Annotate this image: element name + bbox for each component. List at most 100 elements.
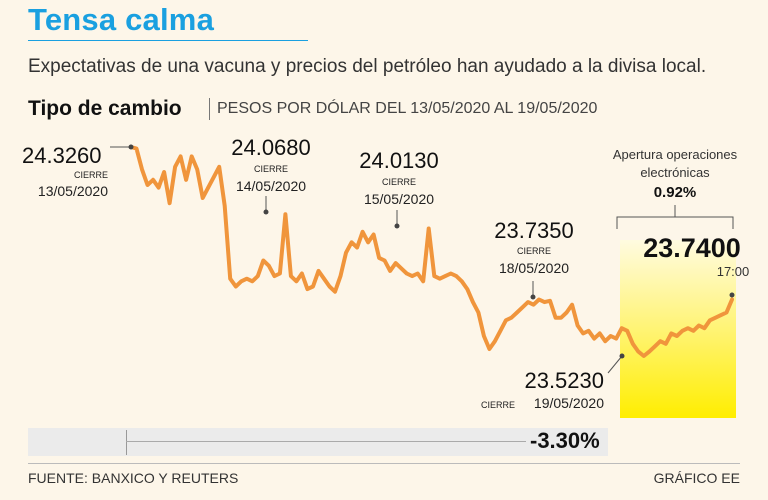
data-point-39 [344, 251, 348, 255]
data-point-103 [697, 323, 701, 328]
subtitle: Expectativas de una vacuna y precios del… [28, 56, 707, 77]
data-point-94 [647, 350, 651, 354]
callout-date-19-05: 19/05/2020 [534, 395, 604, 411]
data-point-1 [134, 147, 139, 151]
data-point-95 [653, 344, 657, 348]
callout-date-14-05: 14/05/2020 [236, 178, 306, 194]
data-point-96 [658, 339, 662, 343]
data-point-107 [719, 313, 723, 317]
data-point-42 [361, 230, 365, 234]
data-point-62 [471, 300, 475, 304]
data-point-31 [300, 271, 304, 276]
data-point-77 [554, 316, 558, 320]
data-point-6 [162, 170, 166, 174]
data-point-48 [394, 261, 398, 265]
data-point-30 [294, 279, 298, 283]
data-point-12 [195, 167, 199, 171]
data-point-25 [267, 264, 271, 268]
title-underline [28, 40, 308, 41]
marker-19-05 [619, 353, 625, 359]
data-point-84 [592, 337, 596, 341]
data-point-102 [691, 329, 696, 333]
data-point-108 [724, 310, 729, 315]
total-change-line [126, 441, 526, 442]
callout-value-13-05: 24.3260 [22, 143, 102, 168]
data-point-8 [173, 165, 177, 169]
title-separator [209, 98, 210, 120]
page-title: Tensa calma [28, 2, 215, 37]
data-point-104 [702, 326, 707, 330]
data-point-63 [476, 310, 480, 315]
electronic-time: 17:00 [717, 264, 750, 279]
callout-date-18-05: 18/05/2020 [499, 260, 569, 276]
data-point-4 [151, 178, 155, 182]
electronic-title-line1: Apertura operaciones [613, 147, 738, 162]
callout-date-15-05: 15/05/2020 [364, 191, 434, 207]
data-point-9 [179, 154, 183, 158]
data-point-50 [405, 271, 409, 276]
data-point-36 [327, 284, 332, 289]
chart-title: Tipo de cambio [28, 97, 182, 120]
data-point-100 [680, 329, 685, 333]
data-point-97 [664, 342, 668, 346]
data-point-5 [157, 186, 161, 190]
data-point-45 [377, 256, 381, 260]
data-point-69 [509, 316, 513, 320]
data-point-56 [438, 277, 442, 281]
data-point-44 [372, 232, 376, 237]
total-change-value: -3.30% [530, 428, 600, 453]
data-point-34 [316, 269, 321, 273]
data-point-3 [145, 183, 150, 187]
data-point-23 [256, 274, 260, 278]
data-point-83 [587, 329, 591, 333]
data-point-28 [283, 212, 287, 216]
data-point-29 [289, 274, 293, 278]
data-point-47 [388, 269, 392, 273]
callout-label-14-05: CIERRE [254, 164, 288, 174]
data-point-33 [311, 284, 315, 289]
data-point-40 [350, 240, 354, 244]
data-point-18 [228, 277, 232, 281]
data-point-79 [565, 310, 569, 315]
data-point-86 [603, 339, 607, 343]
data-point-16 [217, 165, 221, 169]
total-change-bar [28, 428, 608, 456]
data-point-81 [576, 323, 580, 328]
callout-label-18-05: CIERRE [517, 246, 551, 256]
data-point-85 [598, 331, 602, 335]
data-point-37 [333, 290, 337, 294]
data-point-70 [515, 310, 519, 315]
data-point-68 [504, 318, 508, 322]
data-point-72 [526, 300, 530, 304]
data-point-64 [482, 334, 486, 338]
leader-19-05 [607, 355, 623, 374]
data-point-21 [245, 277, 249, 281]
data-point-27 [278, 271, 282, 276]
data-point-14 [206, 186, 210, 190]
data-point-75 [542, 300, 547, 304]
electronic-change: 0.92% [654, 184, 697, 201]
data-point-89 [620, 326, 624, 330]
callout-date-13-05: 13/05/2020 [38, 183, 108, 199]
footer-divider [28, 463, 740, 464]
data-point-7 [168, 201, 172, 205]
data-point-91 [631, 342, 635, 346]
data-point-55 [432, 274, 436, 278]
chart-subtitle: PESOS POR DÓLAR DEL 13/05/2020 AL 19/05/… [217, 100, 598, 117]
electronic-session-highlight [620, 240, 736, 418]
data-point-66 [493, 339, 497, 343]
graphic-credit: GRÁFICO EE [653, 470, 740, 486]
data-point-87 [609, 334, 613, 338]
callout-value-15-05: 24.0130 [359, 148, 439, 173]
data-point-88 [614, 337, 618, 341]
data-point-20 [239, 279, 243, 283]
data-point-98 [669, 331, 673, 335]
data-point-26 [272, 274, 276, 278]
data-point-82 [581, 331, 585, 335]
data-point-101 [686, 326, 690, 330]
series-line-pesos-por-dolar [129, 145, 734, 358]
data-point-32 [305, 287, 309, 291]
data-point-99 [675, 334, 679, 338]
electronic-title-line2: electrónicas [640, 165, 710, 180]
data-point-13 [201, 196, 205, 200]
